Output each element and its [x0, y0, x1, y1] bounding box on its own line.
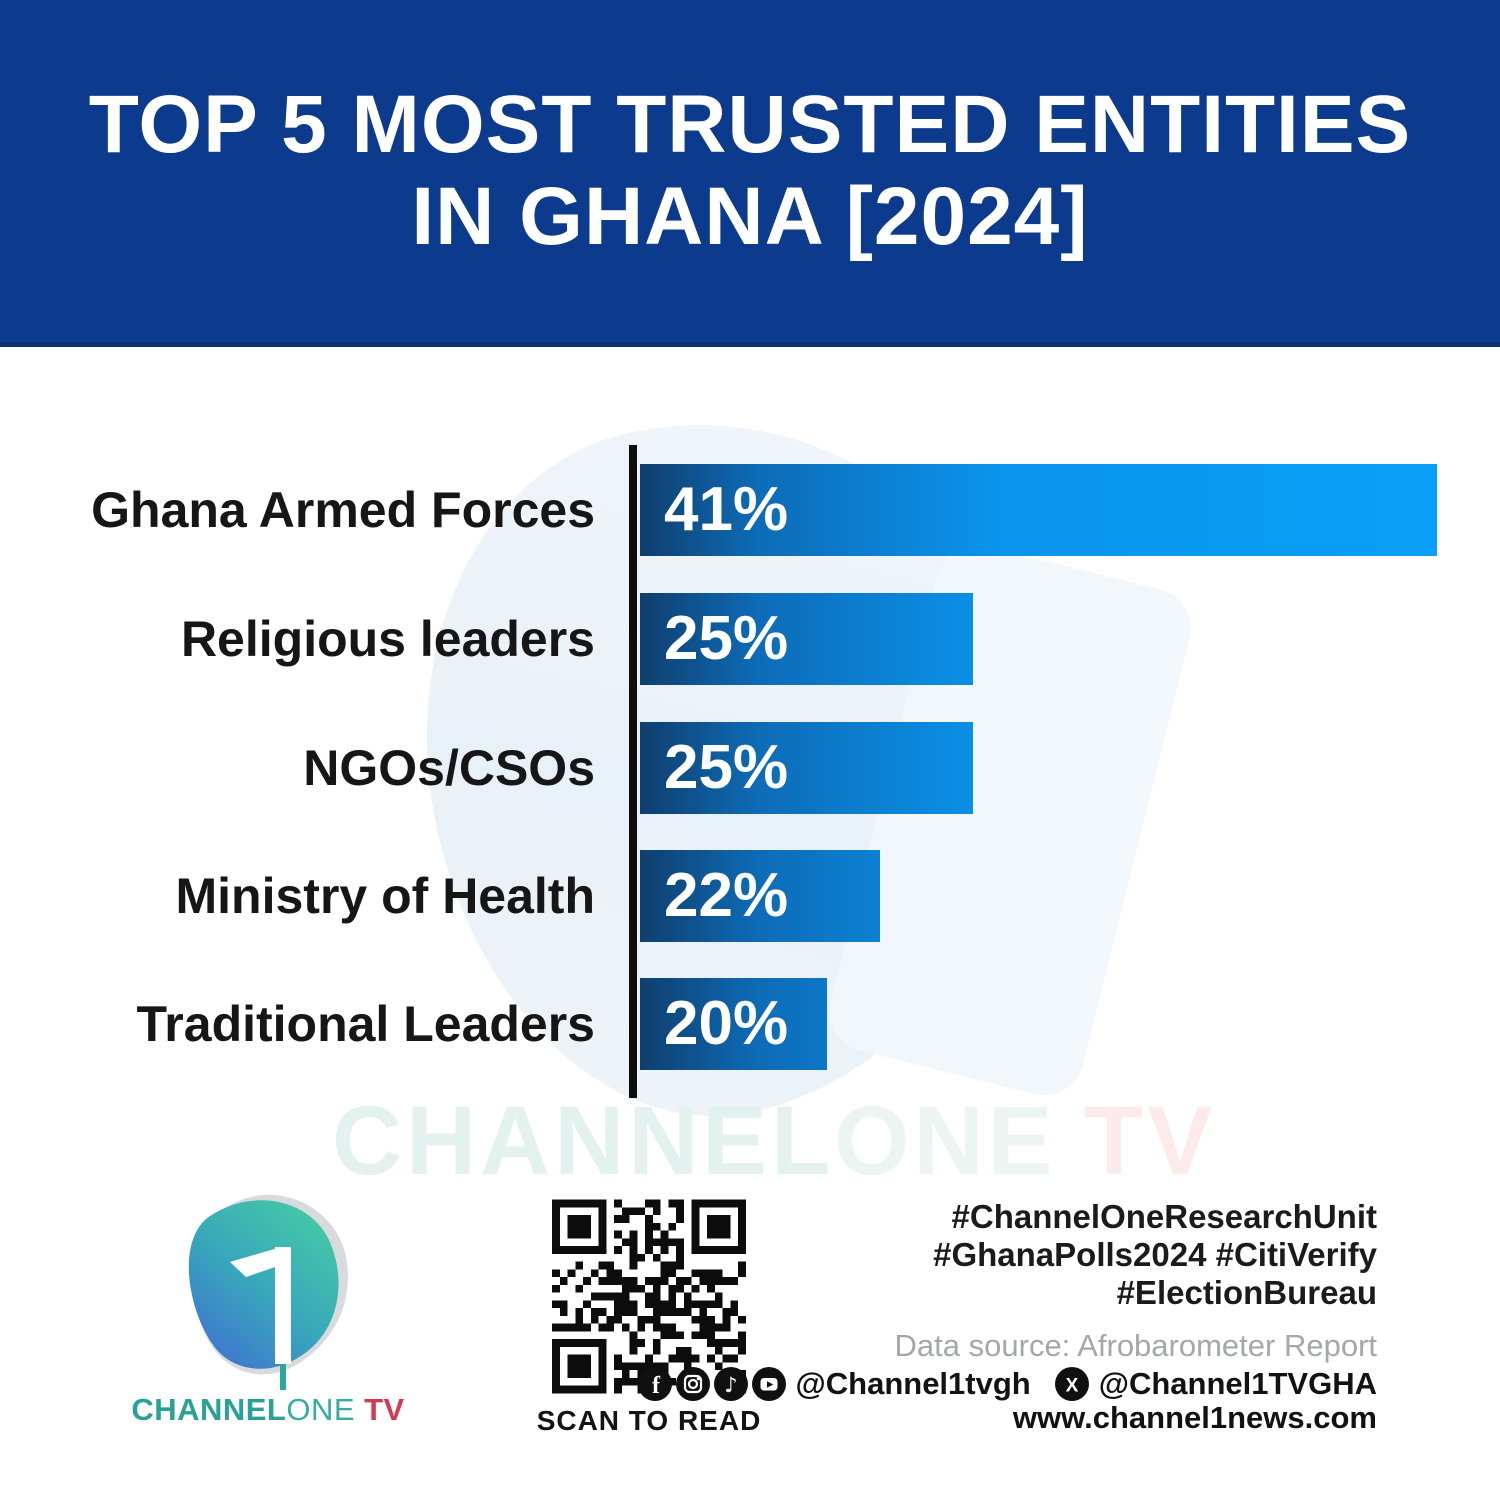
bar-value-label: 25%: [664, 604, 789, 673]
svg-text:♪: ♪: [724, 1373, 737, 1397]
bar: 20%: [640, 978, 827, 1070]
bar: 41%: [640, 464, 1437, 556]
watermark-one: ONE: [834, 1086, 1057, 1195]
facebook-icon: f: [637, 1367, 672, 1401]
watermark-text: CHANNELONE TV: [332, 1092, 1216, 1189]
svg-text:f: f: [652, 1373, 661, 1399]
data-source-text: Data source: Afrobarometer Report: [894, 1328, 1377, 1363]
hashtag-line-3: #ElectionBureau: [1116, 1274, 1377, 1311]
social-row: f ♪ @Channel1tvgh X @Channel: [634, 1366, 1377, 1402]
category-label: Ministry of Health: [175, 868, 595, 924]
bar-value-label: 41%: [664, 475, 789, 544]
bar-value-label: 22%: [664, 861, 789, 930]
bar-value-label: 20%: [664, 989, 789, 1058]
page-title-line-1: TOP 5 MOST TRUSTED ENTITIES: [88, 79, 1412, 170]
logo-one-stem: [275, 1247, 291, 1364]
category-label: Religious leaders: [180, 611, 595, 667]
bar-value-label: 25%: [664, 733, 789, 802]
x-twitter-icon: X: [1054, 1367, 1089, 1401]
youtube-icon: [751, 1367, 786, 1401]
social-handle-2: @Channel1TVGHA: [1098, 1366, 1377, 1401]
category-label: NGOs/CSOs: [303, 740, 595, 796]
logo-pebble: [188, 1200, 339, 1369]
qr-code: [552, 1198, 746, 1395]
hashtag-line-1: #ChannelOneResearchUnit: [951, 1198, 1377, 1235]
logo-one-tail: [280, 1364, 286, 1390]
watermark-tv: TV: [1084, 1086, 1217, 1195]
page-title-line-2: IN GHANA [2024]: [411, 171, 1089, 262]
channel-one-logo: [188, 1194, 349, 1390]
hashtag-line-2: #GhanaPolls2024 #CitiVerify: [933, 1236, 1377, 1273]
bar: 25%: [640, 722, 973, 814]
bar: 22%: [640, 850, 880, 942]
social-handle-1: @Channel1tvgh: [795, 1366, 1031, 1401]
category-label: Ghana Armed Forces: [91, 482, 595, 538]
qr-caption: SCAN TO READ: [536, 1405, 762, 1436]
logo-wordmark: CHANNELONE TV: [118, 1392, 418, 1428]
tiktok-icon: ♪: [713, 1367, 748, 1401]
logo-word-channel: CHANNEL: [131, 1392, 287, 1427]
logo-word-tv: TV: [364, 1392, 405, 1427]
website-url: www.channel1news.com: [1012, 1400, 1377, 1435]
watermark-channel: CHANNEL: [332, 1086, 835, 1195]
instagram-icon: [675, 1367, 710, 1401]
bar: 25%: [640, 593, 973, 685]
category-label: Traditional Leaders: [136, 996, 595, 1052]
logo-one-flag: [230, 1247, 281, 1277]
logo-word-one: ONE: [286, 1392, 356, 1427]
chart-axis-line: [629, 445, 637, 1098]
header-banner: TOP 5 MOST TRUSTED ENTITIES IN GHANA [20…: [0, 0, 1500, 347]
svg-text:X: X: [1065, 1376, 1078, 1397]
